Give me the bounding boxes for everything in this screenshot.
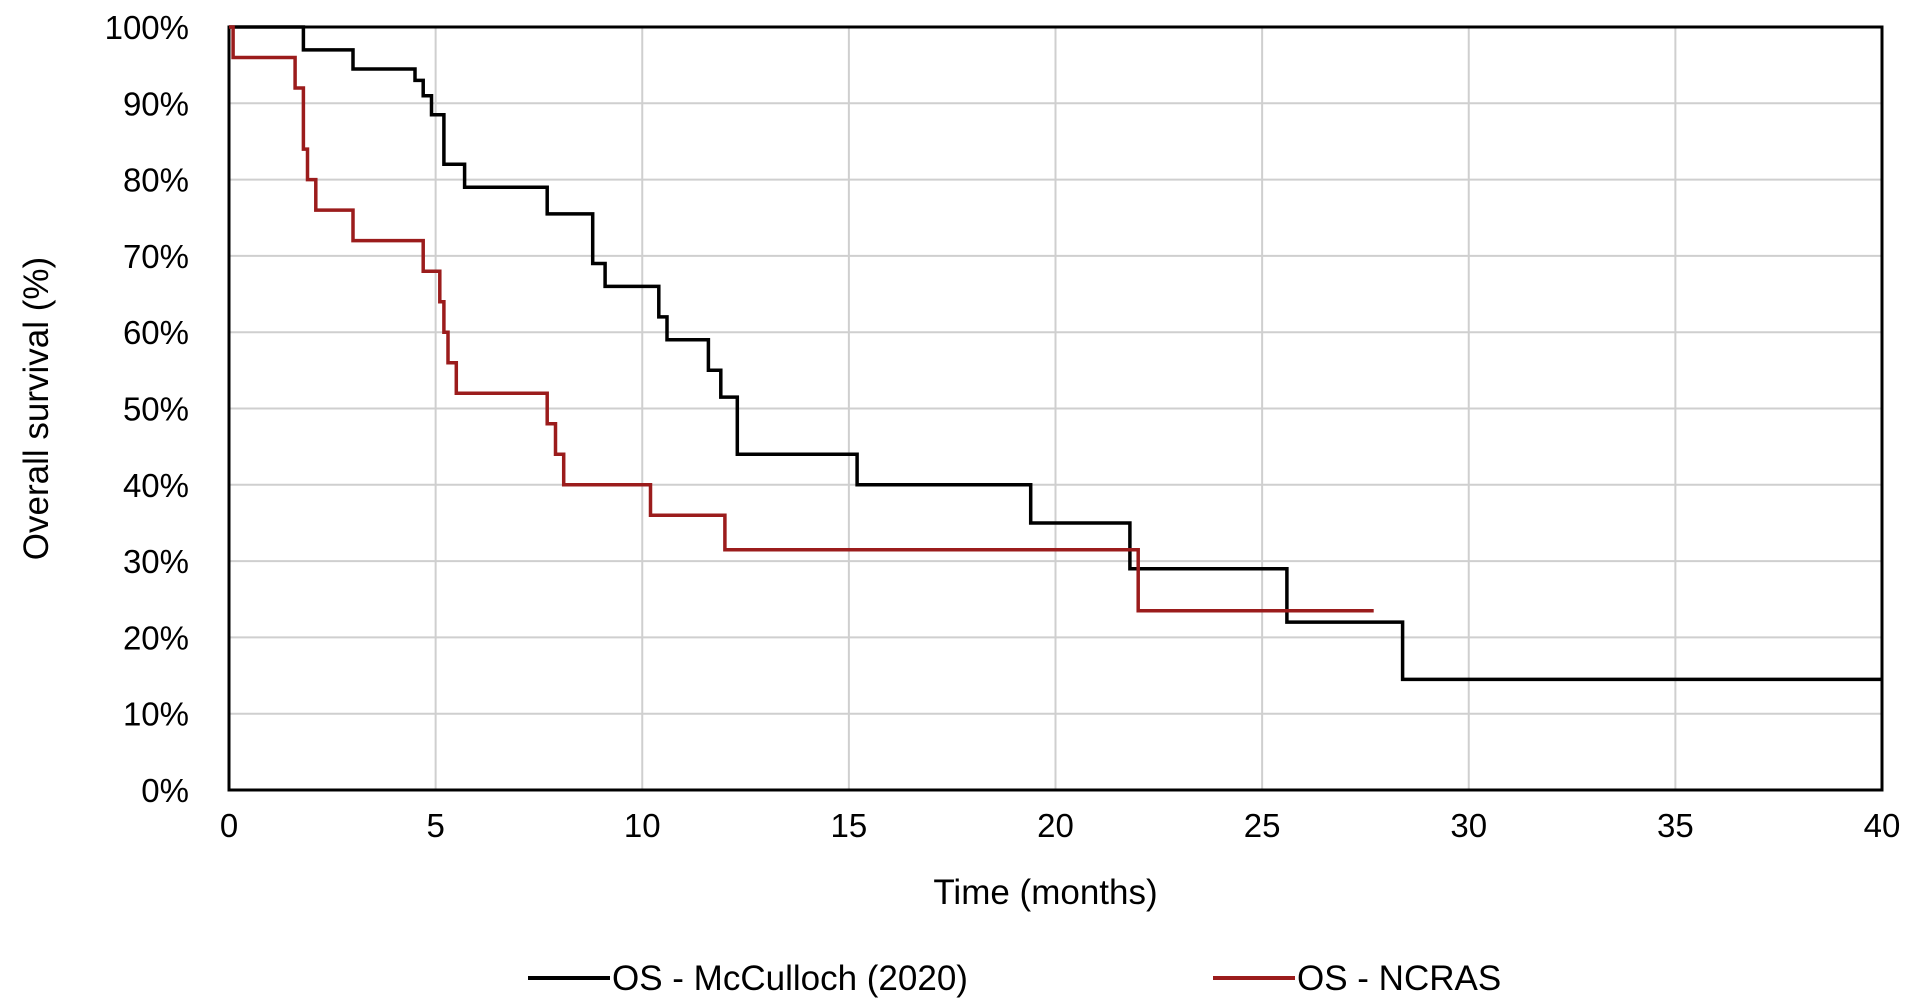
x-tick-label: 5 xyxy=(426,807,444,844)
x-tick-label: 15 xyxy=(831,807,868,844)
y-tick-label: 70% xyxy=(123,238,189,275)
legend-label: OS - NCRAS xyxy=(1297,959,1501,998)
x-axis-title: Time (months) xyxy=(933,873,1157,912)
x-tick-label: 40 xyxy=(1864,807,1901,844)
grid-lines xyxy=(228,26,1883,791)
x-axis-ticks: 0 5 10 15 20 25 30 35 40 xyxy=(220,807,1901,844)
y-tick-label: 10% xyxy=(123,696,189,733)
x-tick-label: 10 xyxy=(624,807,661,844)
x-tick-label: 25 xyxy=(1244,807,1281,844)
y-tick-label: 80% xyxy=(123,162,189,199)
y-tick-label: 20% xyxy=(123,619,189,656)
y-axis-title: Overall survival (%) xyxy=(17,257,56,560)
y-tick-label: 0% xyxy=(141,772,189,809)
y-tick-label: 60% xyxy=(123,314,189,351)
x-tick-label: 35 xyxy=(1657,807,1694,844)
y-tick-label: 100% xyxy=(105,9,189,46)
x-tick-label: 30 xyxy=(1450,807,1487,844)
x-tick-label: 20 xyxy=(1037,807,1074,844)
y-tick-label: 40% xyxy=(123,467,189,504)
y-tick-label: 90% xyxy=(123,85,189,122)
series-layer xyxy=(229,25,1882,682)
y-tick-label: 50% xyxy=(123,391,189,428)
plot-area-frame xyxy=(227,25,1884,792)
y-axis-ticks: 0% 10% 20% 30% 40% 50% 60% 70% 80% 90% 100% xyxy=(105,9,189,809)
legend-label: OS - McCulloch (2020) xyxy=(612,959,968,998)
legend: OS - McCulloch (2020) OS - NCRAS xyxy=(528,959,1501,998)
y-tick-label: 30% xyxy=(123,543,189,580)
series-line-1 xyxy=(229,25,1374,613)
series-line-0 xyxy=(229,25,1882,682)
x-tick-label: 0 xyxy=(220,807,238,844)
